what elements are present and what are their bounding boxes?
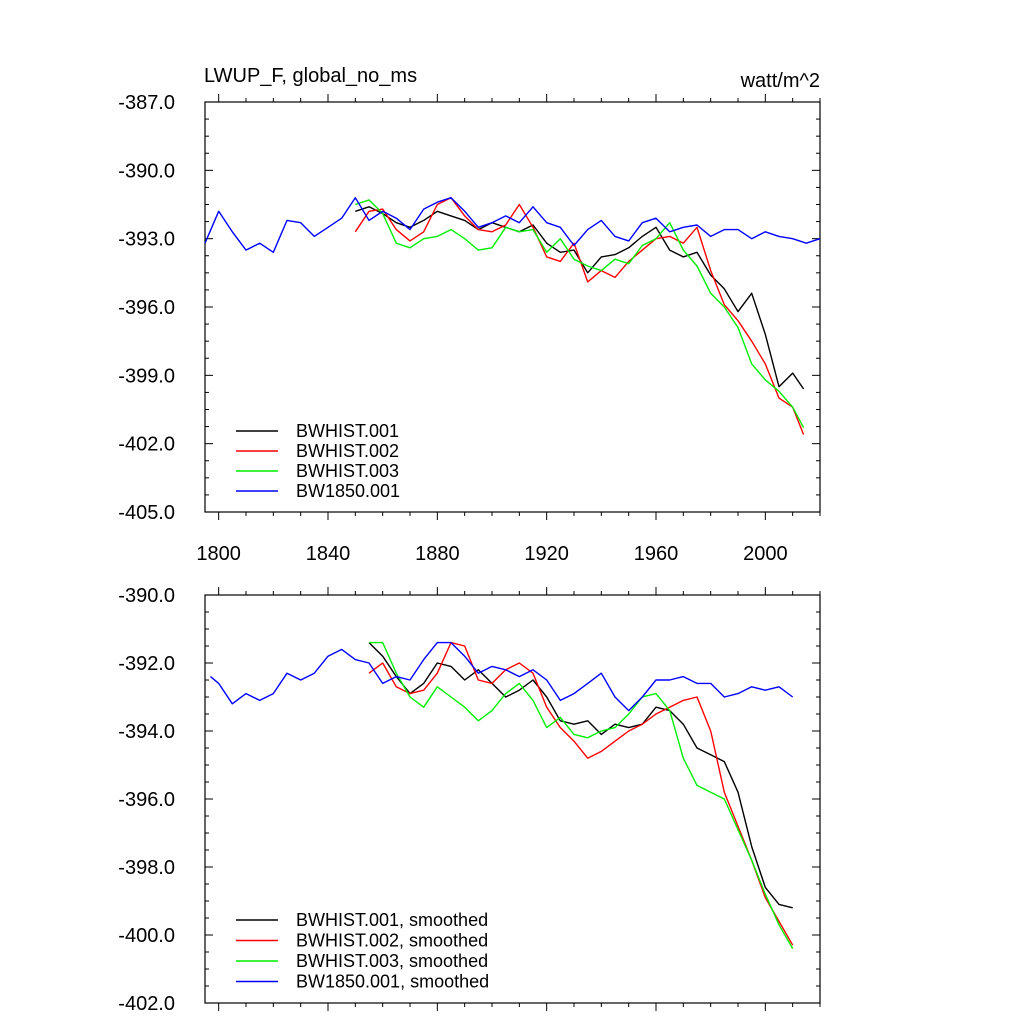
series-line-2	[368, 641, 794, 946]
top-panel-units: watt/m^2	[740, 70, 820, 92]
y-tick-label: -396.0	[118, 297, 175, 319]
legend-label: BWHIST.003, smoothed	[296, 951, 488, 971]
y-tick-label: -399.0	[118, 365, 175, 387]
top-panel-title: LWUP_F, global_no_ms	[204, 65, 417, 87]
x-tick-label: 1840	[306, 543, 351, 565]
series-line-1	[368, 642, 793, 909]
y-tick-label: -390.0	[118, 160, 175, 182]
x-tick-label: 1920	[524, 543, 569, 565]
bottom-plot-area: -390.0 -392.0 -394.0 -396.0 -398.0 -400.0 -402…	[118, 585, 821, 1015]
legend-label: BW1850.001, smoothed	[296, 972, 489, 992]
series-line-3	[355, 199, 805, 429]
y-tick-label: -398.0	[118, 857, 175, 879]
legend-label: BWHIST.003	[296, 461, 399, 481]
x-tick-label: 1880	[415, 543, 460, 565]
x-tick-label: 1960	[634, 543, 679, 565]
y-tick-label: -387.0	[118, 92, 175, 114]
y-tick-label: -400.0	[118, 925, 175, 947]
top-panel: LWUP_F, global_no_ms watt/m^2 1800 1840 18…	[118, 65, 821, 565]
y-tick-label: -402.0	[118, 434, 175, 456]
legend-label: BWHIST.001	[296, 421, 399, 441]
series-line-2	[354, 196, 805, 435]
bottom-panel: -390.0 -392.0 -394.0 -396.0 -398.0 -400.0 -402…	[118, 585, 821, 1015]
series-line-4	[210, 641, 794, 712]
series-line-1	[355, 206, 805, 390]
top-plot-area: 1800 1840 1880 1920 1960 2000 -387.0 -390.0 -393…	[118, 92, 821, 565]
series-line-3	[369, 641, 794, 949]
y-tick-label: -405.0	[118, 502, 175, 524]
legend-label: BW1850.001	[296, 481, 400, 501]
y-tick-label: -394.0	[118, 721, 175, 743]
legend-label: BWHIST.001, smoothed	[296, 910, 488, 930]
x-tick-label: 2000	[743, 543, 788, 565]
series-line-4	[204, 196, 821, 254]
y-tick-label: -393.0	[118, 229, 175, 251]
y-tick-label: -396.0	[118, 789, 175, 811]
x-tick-label: 1800	[196, 543, 241, 565]
legend-label: BWHIST.002	[296, 441, 399, 461]
y-tick-label: -402.0	[118, 993, 175, 1015]
y-tick-label: -392.0	[118, 653, 175, 675]
legend-label: BWHIST.002, smoothed	[296, 931, 488, 951]
y-tick-label: -390.0	[118, 585, 175, 607]
